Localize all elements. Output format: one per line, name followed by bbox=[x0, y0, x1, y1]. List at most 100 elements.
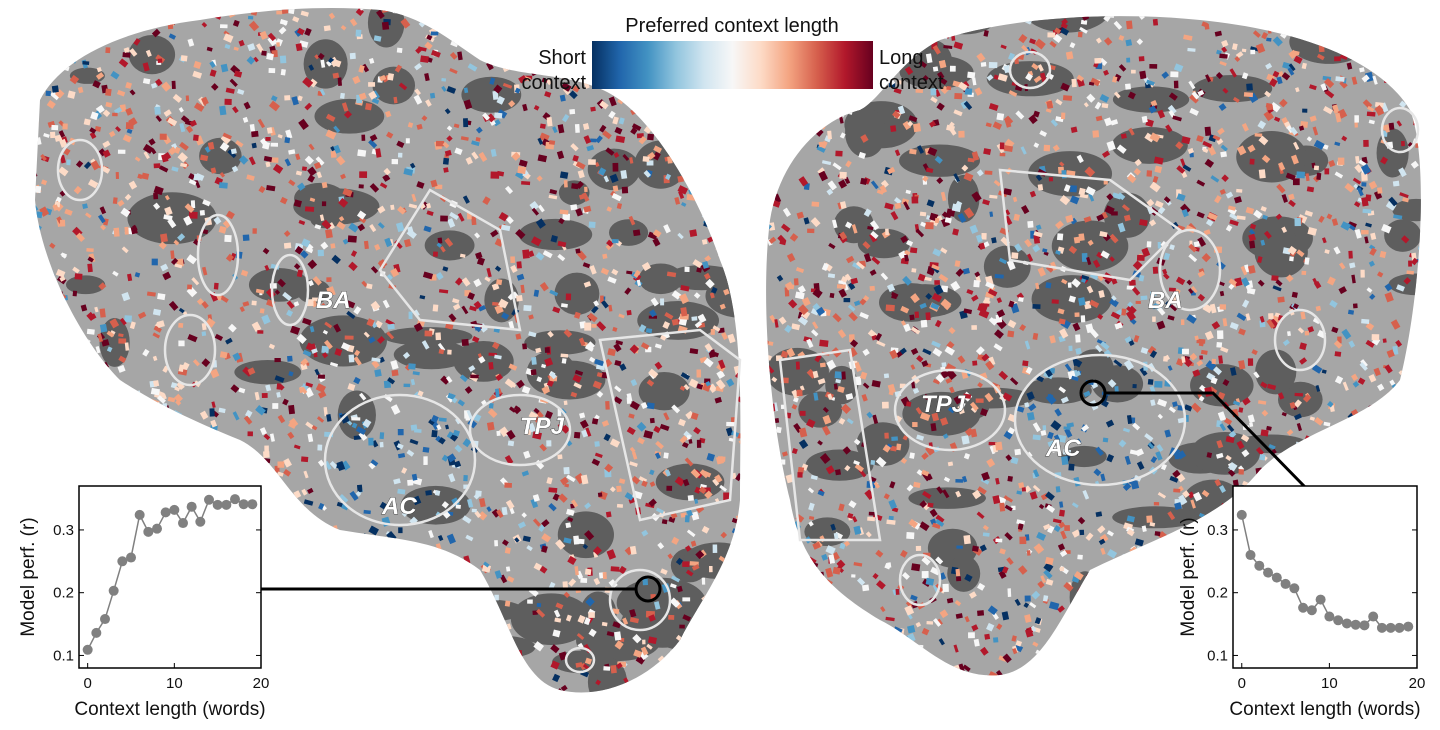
sulcus bbox=[1384, 219, 1421, 252]
voxel bbox=[739, 200, 741, 208]
voxel bbox=[897, 105, 906, 115]
voxel bbox=[1059, 566, 1065, 572]
voxel bbox=[1375, 668, 1385, 676]
voxel bbox=[301, 238, 311, 248]
voxel bbox=[1014, 243, 1023, 253]
voxel bbox=[1164, 672, 1175, 676]
voxel bbox=[1028, 403, 1037, 412]
voxel bbox=[1088, 193, 1095, 202]
voxel bbox=[882, 20, 890, 28]
voxel bbox=[1048, 601, 1060, 611]
voxel bbox=[563, 400, 568, 406]
voxel bbox=[60, 560, 68, 569]
voxel bbox=[1389, 379, 1396, 386]
voxel bbox=[712, 478, 720, 487]
voxel bbox=[1100, 657, 1110, 666]
voxel bbox=[301, 488, 308, 496]
voxel bbox=[862, 684, 869, 690]
voxel bbox=[142, 62, 150, 72]
voxel bbox=[132, 224, 138, 232]
voxel bbox=[788, 587, 799, 597]
voxel bbox=[486, 665, 493, 672]
voxel bbox=[957, 355, 966, 364]
voxel bbox=[1079, 529, 1085, 536]
voxel bbox=[1400, 140, 1405, 147]
voxel bbox=[782, 564, 787, 572]
voxel bbox=[1279, 98, 1288, 108]
voxel bbox=[839, 231, 848, 241]
voxel bbox=[1269, 101, 1281, 113]
voxel bbox=[180, 115, 190, 124]
voxel bbox=[403, 646, 411, 656]
voxel bbox=[1245, 313, 1251, 321]
voxel bbox=[888, 515, 894, 521]
voxel bbox=[178, 364, 185, 372]
sulcus bbox=[1112, 506, 1199, 529]
voxel bbox=[614, 640, 624, 650]
voxel bbox=[160, 263, 169, 272]
voxel bbox=[51, 308, 58, 315]
voxel bbox=[1120, 133, 1127, 139]
voxel bbox=[1007, 427, 1016, 435]
voxel bbox=[775, 670, 783, 676]
voxel bbox=[188, 429, 197, 437]
voxel bbox=[272, 668, 283, 679]
voxel bbox=[1159, 557, 1168, 567]
voxel bbox=[819, 453, 831, 464]
voxel bbox=[295, 43, 303, 52]
voxel bbox=[949, 121, 955, 128]
voxel bbox=[1068, 647, 1077, 653]
voxel bbox=[710, 111, 719, 120]
voxel bbox=[302, 317, 312, 326]
voxel bbox=[1392, 395, 1400, 401]
voxel bbox=[467, 63, 478, 72]
voxel bbox=[355, 29, 362, 37]
voxel bbox=[430, 179, 438, 188]
voxel bbox=[935, 556, 944, 565]
voxel bbox=[1007, 588, 1012, 597]
voxel bbox=[393, 541, 404, 551]
voxel bbox=[1271, 275, 1279, 282]
voxel bbox=[105, 88, 112, 96]
voxel bbox=[521, 181, 531, 186]
voxel bbox=[571, 183, 579, 190]
voxel bbox=[705, 665, 712, 671]
voxel bbox=[557, 454, 563, 460]
voxel bbox=[54, 88, 65, 99]
voxel bbox=[420, 55, 429, 63]
voxel bbox=[113, 106, 123, 115]
voxel bbox=[1334, 56, 1341, 62]
voxel bbox=[142, 143, 154, 154]
voxel bbox=[993, 179, 1001, 187]
voxel bbox=[1186, 279, 1193, 286]
voxel bbox=[652, 237, 661, 247]
voxel bbox=[341, 102, 349, 112]
voxel bbox=[630, 679, 639, 688]
voxel bbox=[680, 285, 690, 292]
voxel bbox=[671, 318, 680, 326]
voxel bbox=[560, 81, 572, 92]
voxel bbox=[919, 655, 926, 662]
voxel bbox=[430, 8, 437, 11]
voxel bbox=[1155, 632, 1162, 641]
voxel bbox=[1365, 322, 1375, 331]
voxel bbox=[515, 649, 523, 660]
voxel bbox=[500, 13, 508, 22]
voxel bbox=[726, 378, 735, 387]
voxel bbox=[282, 398, 289, 406]
voxel bbox=[392, 567, 403, 578]
voxel bbox=[92, 80, 101, 89]
voxel bbox=[1366, 111, 1376, 117]
voxel bbox=[705, 105, 714, 113]
voxel bbox=[667, 553, 674, 560]
voxel bbox=[619, 363, 627, 371]
voxel bbox=[591, 458, 601, 467]
voxel bbox=[59, 138, 68, 148]
voxel bbox=[82, 60, 90, 65]
voxel bbox=[1255, 43, 1266, 54]
voxel bbox=[588, 159, 596, 165]
voxel bbox=[533, 407, 540, 414]
voxel bbox=[488, 631, 496, 638]
voxel bbox=[263, 630, 273, 640]
voxel bbox=[374, 243, 381, 251]
